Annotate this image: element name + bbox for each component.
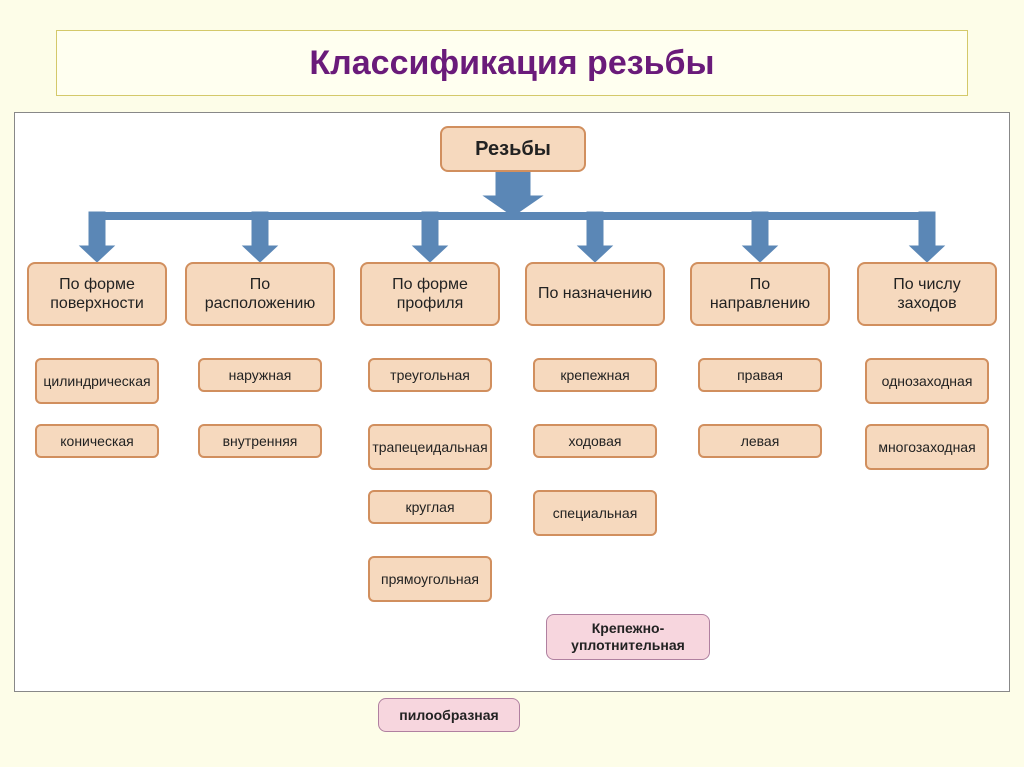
leaf-3-0-label: крепежная (560, 367, 629, 384)
leaf-0-0-label: цилиндрическая (43, 373, 150, 390)
leaf-1-0-label: наружная (229, 367, 292, 384)
category-3-label: По назначению (538, 284, 652, 303)
category-5-label: По числу заходов (865, 275, 989, 313)
leaf-4-1-label: левая (741, 433, 780, 450)
leaf-2-1: трапецеидальная (368, 424, 492, 470)
leaf-2-3: прямоугольная (368, 556, 492, 602)
leaf-2-2: круглая (368, 490, 492, 524)
extra-node-0: Крепежно-уплотнительная (546, 614, 710, 660)
leaf-3-1: ходовая (533, 424, 657, 458)
leaf-4-1: левая (698, 424, 822, 458)
extra-node-1-label: пилообразная (399, 707, 498, 724)
category-4: По направлению (690, 262, 830, 326)
leaf-2-0: треугольная (368, 358, 492, 392)
leaf-2-3-label: прямоугольная (381, 571, 479, 588)
category-0-label: По форме поверхности (35, 275, 159, 313)
page-title: Классификация резьбы (56, 30, 968, 96)
leaf-2-0-label: треугольная (390, 367, 470, 384)
category-4-label: По направлению (698, 275, 822, 313)
leaf-3-2: специальная (533, 490, 657, 536)
leaf-3-1-label: ходовая (569, 433, 622, 450)
extra-node-1: пилообразная (378, 698, 520, 732)
leaf-0-1: коническая (35, 424, 159, 458)
root-node: Резьбы (440, 126, 586, 172)
leaf-5-1: многозаходная (865, 424, 989, 470)
category-3: По назначению (525, 262, 665, 326)
root-node-label: Резьбы (475, 137, 551, 161)
leaf-4-0-label: правая (737, 367, 783, 384)
category-2-label: По форме профиля (368, 275, 492, 313)
category-2: По форме профиля (360, 262, 500, 326)
leaf-4-0: правая (698, 358, 822, 392)
extra-node-0-label: Крепежно-уплотнительная (553, 620, 703, 654)
category-1-label: По расположению (193, 275, 327, 313)
page-title-text: Классификация резьбы (309, 44, 714, 83)
leaf-0-0: цилиндрическая (35, 358, 159, 404)
category-5: По числу заходов (857, 262, 997, 326)
leaf-3-2-label: специальная (553, 505, 638, 522)
leaf-1-1: внутренняя (198, 424, 322, 458)
leaf-1-0: наружная (198, 358, 322, 392)
leaf-3-0: крепежная (533, 358, 657, 392)
leaf-2-2-label: круглая (405, 499, 454, 516)
diagram-frame (14, 112, 1010, 692)
leaf-2-1-label: трапецеидальная (372, 439, 487, 456)
leaf-5-0-label: однозаходная (882, 373, 973, 390)
leaf-1-1-label: внутренняя (223, 433, 298, 450)
category-0: По форме поверхности (27, 262, 167, 326)
category-1: По расположению (185, 262, 335, 326)
leaf-5-0: однозаходная (865, 358, 989, 404)
leaf-0-1-label: коническая (60, 433, 134, 450)
leaf-5-1-label: многозаходная (878, 439, 975, 456)
